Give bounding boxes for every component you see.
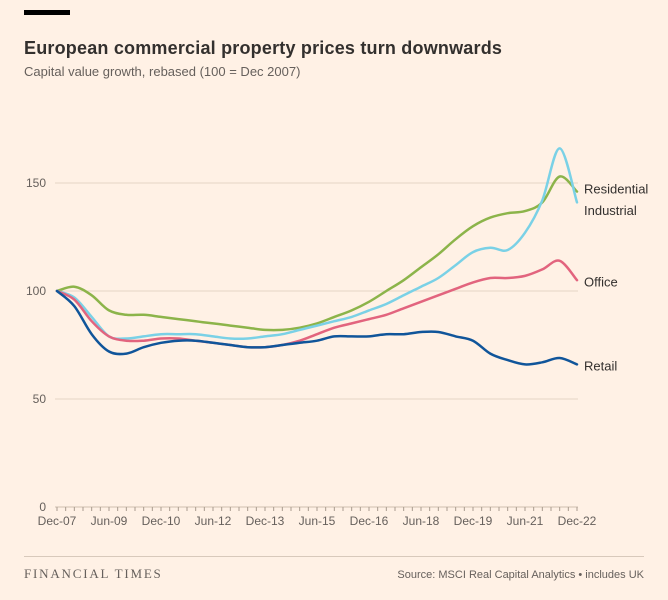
x-tick-label: Jun-12 — [195, 514, 232, 528]
x-tick-label: Jun-21 — [507, 514, 544, 528]
series-label-retail: Retail — [584, 359, 617, 374]
x-axis-ticks — [56, 507, 578, 511]
series-end-labels: Residential Industrial Office Retail — [584, 181, 648, 373]
y-tick-label-150: 150 — [26, 176, 46, 190]
x-tick-label: Dec-13 — [246, 514, 285, 528]
x-tick-label: Jun-15 — [299, 514, 336, 528]
chart-title: European commercial property prices turn… — [24, 38, 503, 59]
line-chart: 0 50 100 150 Dec-07 Jun-09 Dec-10 Jun-12 Dec-13… — [26, 147, 648, 528]
x-tick-label: Dec-16 — [350, 514, 389, 528]
x-tick-label: Dec-19 — [454, 514, 493, 528]
x-tick-label: Dec-07 — [38, 514, 77, 528]
series-label-office: Office — [584, 274, 618, 289]
y-axis-labels: 0 50 100 150 — [26, 176, 46, 514]
y-tick-label-0: 0 — [39, 500, 46, 514]
y-tick-label-100: 100 — [26, 284, 46, 298]
series-line-office — [55, 259, 579, 349]
series-label-industrial: Industrial — [584, 203, 637, 218]
x-tick-label: Dec-22 — [558, 514, 597, 528]
x-tick-label: Jun-09 — [91, 514, 128, 528]
gridlines — [55, 182, 578, 508]
x-tick-label: Jun-18 — [403, 514, 440, 528]
series-lines — [55, 147, 579, 366]
series-label-residential: Residential — [584, 181, 648, 196]
chart-subtitle: Capital value growth, rebased (100 = Dec… — [24, 64, 301, 79]
x-tick-label: Dec-10 — [142, 514, 181, 528]
ft-top-rule — [24, 10, 70, 15]
source-note: Source: MSCI Real Capital Analytics • in… — [397, 569, 644, 581]
series-line-residential — [55, 175, 579, 332]
y-tick-label-50: 50 — [33, 392, 47, 406]
x-axis-labels: Dec-07 Jun-09 Dec-10 Jun-12 Dec-13 Jun-15 Dec-… — [38, 514, 597, 528]
series-line-industrial — [55, 147, 579, 341]
ft-logo-text: FINANCIAL TIMES — [24, 566, 163, 581]
footer: FINANCIAL TIMES Source: MSCI Real Capita… — [24, 556, 644, 582]
series-line-retail — [55, 289, 579, 366]
